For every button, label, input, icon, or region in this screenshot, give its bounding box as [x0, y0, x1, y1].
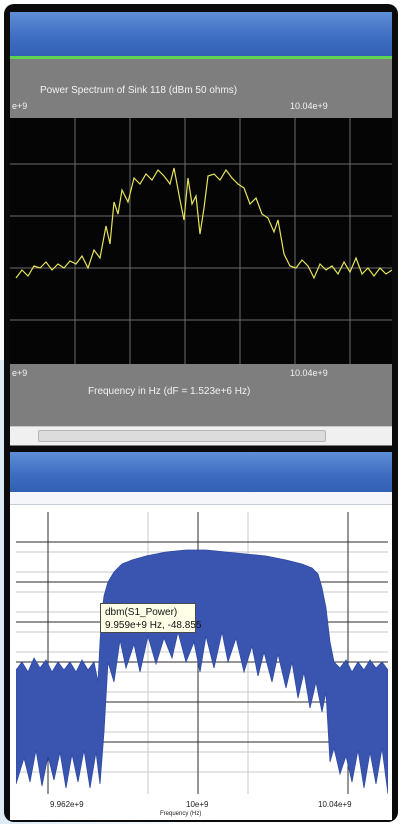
plot-grid	[10, 118, 392, 364]
top-tick-right: 10.04e+9	[290, 101, 328, 111]
window-titlebar[interactable]	[10, 12, 392, 56]
plot-footer	[10, 364, 392, 426]
x-tick-left: 9.962e+9	[50, 800, 84, 809]
spectrum-svg	[10, 118, 392, 364]
x-axis-label: Frequency in Hz (dF = 1.523e+6 Hz)	[88, 386, 251, 397]
device-frame: Power Spectrum of Sink 118 (dBm 50 ohms)…	[4, 4, 398, 822]
spectrum-plot-area	[10, 118, 392, 364]
marker-tooltip: dbm(S1_Power) 9.959e+9 Hz, -48.855	[100, 603, 202, 633]
toolbar-strip	[10, 492, 392, 505]
top-tick-left: e+9	[12, 101, 28, 111]
frequency-plot-area	[15, 512, 389, 795]
frequency-svg	[15, 512, 389, 795]
x-axis-label-2: Frequency (Hz)	[160, 811, 202, 817]
tooltip-name: dbm(S1_Power)	[105, 607, 178, 618]
titlebar-divider	[10, 56, 392, 59]
plot-title: Power Spectrum of Sink 118 (dBm 50 ohms)	[40, 85, 238, 96]
bottom-tick-left: e+9	[12, 368, 28, 378]
x-tick-mid: 10e+9	[186, 800, 209, 809]
bottom-tick-right: 10.04e+9	[290, 368, 328, 378]
spectrum-trace	[15, 167, 392, 280]
frequency-plot-window: 9.962e+9 10e+9 10.04e+9 Frequency (Hz)	[10, 452, 392, 820]
plot-header	[10, 59, 392, 118]
tooltip-value: 9.959e+9 Hz, -48.855	[105, 620, 202, 631]
horizontal-scrollbar[interactable]	[10, 426, 392, 445]
scrollbar-thumb[interactable]	[38, 430, 326, 442]
power-spectrum-window: Power Spectrum of Sink 118 (dBm 50 ohms)…	[10, 12, 392, 446]
x-tick-right: 10.04e+9	[318, 800, 352, 809]
window-titlebar-2[interactable]	[10, 452, 392, 492]
